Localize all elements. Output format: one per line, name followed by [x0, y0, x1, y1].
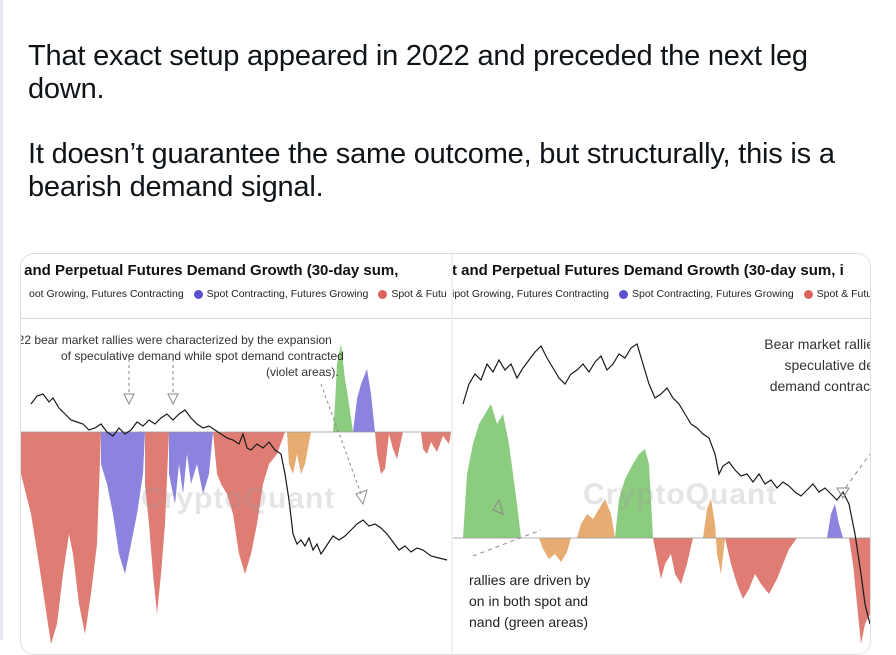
- area-red: [375, 432, 403, 474]
- area-violet: [169, 432, 213, 504]
- area-green: [615, 449, 653, 538]
- area-violet: [101, 432, 145, 574]
- area-orange: [287, 432, 311, 474]
- chart-annotation-right-bottom: nand (green areas): [469, 614, 589, 630]
- watermark: CryptoQuant: [583, 478, 778, 511]
- legend-dot: [193, 289, 203, 299]
- arrow-heads: [492, 487, 850, 515]
- legend-item: oot Growing, Futures Contracting: [29, 288, 184, 300]
- area-violet: [353, 369, 375, 432]
- area-red: [725, 538, 797, 599]
- legend-dot: [378, 289, 388, 299]
- area-orange: [539, 538, 571, 562]
- chart-annotation-right-top: speculative de: [784, 357, 870, 373]
- chart-image-right[interactable]: t and Perpetual Futures Demand Growth (3…: [453, 254, 870, 654]
- dashed-arrows: [128, 359, 362, 495]
- legend-dot: [803, 289, 813, 299]
- chart-annotation-left: (violet areas).: [266, 365, 339, 379]
- dashed-arrows: [472, 453, 870, 557]
- area-orange: [703, 499, 725, 574]
- legend-item: Spot Contracting, Futures Growing: [193, 288, 368, 300]
- post-media[interactable]: t and Perpetual Futures Demand Growth (3…: [20, 253, 871, 655]
- area-violet: [827, 504, 843, 538]
- area-green: [463, 404, 521, 538]
- divider-line: [453, 318, 870, 319]
- area-green: [333, 344, 353, 432]
- price-line: [462, 343, 870, 625]
- chart-annotation-right-bottom: rallies are driven by: [469, 572, 591, 588]
- chart-image-left[interactable]: t and Perpetual Futures Demand Growth (3…: [21, 254, 451, 654]
- chart-annotation-right-top: demand contract: [769, 378, 870, 394]
- watermark: CryptoQuant: [141, 482, 336, 515]
- area-orange: [577, 499, 615, 538]
- chart-plot-right: [453, 343, 870, 644]
- legend-item: Spot & Future: [803, 288, 870, 300]
- chart-plot-left: [21, 344, 451, 644]
- legend-item: ipot Growing, Futures Contracting: [453, 288, 609, 300]
- divider-line: [21, 318, 451, 319]
- post-paragraph-1: That exact setup appeared in 2022 and pr…: [28, 40, 808, 105]
- post-paragraph-2: It doesn’t guarantee the same outcome, b…: [28, 138, 835, 203]
- timeline-edge: [0, 0, 3, 640]
- legend-left: oot Growing, Futures Contracting Spot Co…: [29, 288, 451, 300]
- chart-title-right: t and Perpetual Futures Demand Growth (3…: [453, 262, 844, 279]
- area-red: [849, 538, 870, 644]
- area-red: [421, 432, 451, 454]
- legend-item: Spot Contracting, Futures Growing: [619, 288, 794, 300]
- legend-dot: [619, 289, 628, 299]
- price-line: [30, 393, 448, 561]
- legend-item: Spot & Futu: [378, 288, 447, 300]
- post-text: That exact setup appeared in 2022 and pr…: [28, 40, 868, 236]
- chart-annotation-right-top: Bear market rallie: [764, 336, 870, 352]
- area-red: [653, 538, 693, 584]
- area-red: [21, 432, 101, 644]
- chart-annotation-left: of speculative demand while spot demand …: [61, 349, 344, 363]
- arrow-heads: [123, 393, 368, 506]
- legend-right: ipot Growing, Futures Contracting Spot C…: [453, 288, 870, 300]
- chart-title-left: t and Perpetual Futures Demand Growth (3…: [21, 262, 399, 279]
- area-red: [145, 432, 169, 614]
- chart-annotation-left: 022 bear market rallies were characteriz…: [21, 333, 332, 347]
- chart-annotation-right-bottom: on in both spot and: [469, 593, 589, 609]
- image-divider: [451, 254, 453, 654]
- area-red: [213, 432, 285, 574]
